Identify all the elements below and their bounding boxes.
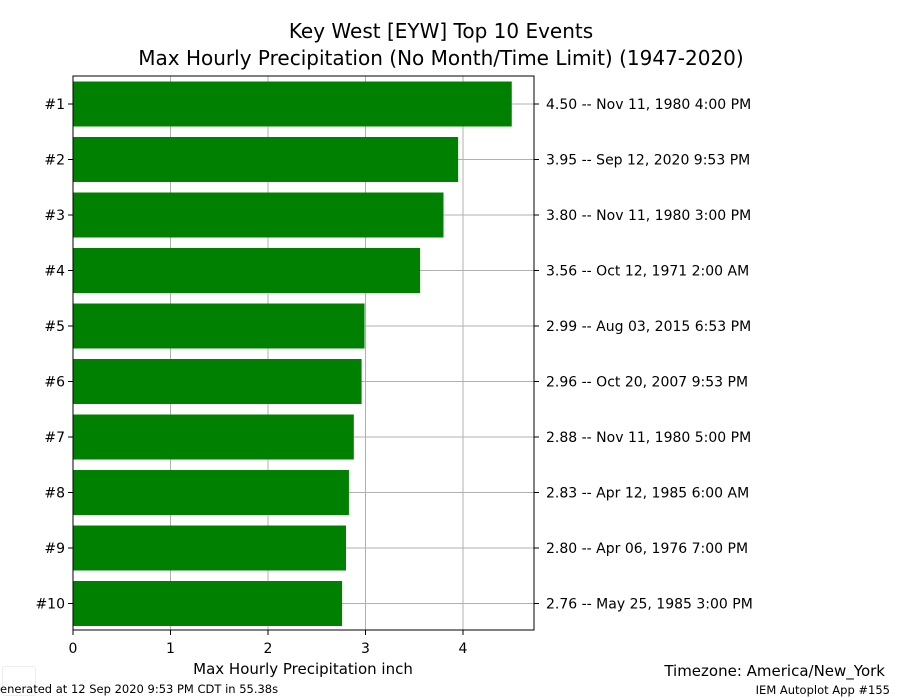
event-annotation: 2.76 -- May 25, 1985 3:00 PM [546,597,753,613]
y-tick-label: #10 [35,597,65,613]
bar [73,81,512,127]
x-tick-label: 0 [69,641,78,657]
bar [73,581,343,626]
ticks [68,103,539,635]
bar [73,303,365,349]
bar [73,192,444,238]
event-annotation: 3.56 -- Oct 12, 1971 2:00 AM [546,264,749,280]
y-tick-label: #8 [44,486,65,502]
y-tick-label: #2 [44,153,65,169]
y-tick-label: #6 [44,375,65,391]
y-tick-label: #4 [44,264,65,280]
event-annotation: 2.80 -- Apr 06, 1976 7:00 PM [546,541,748,557]
bar [73,414,354,460]
x-tick-label: 2 [264,641,273,657]
x-tick-label: 3 [361,641,370,657]
bar [73,470,349,515]
event-annotation: 4.50 -- Nov 11, 1980 4:00 PM [546,97,751,113]
event-annotation: 3.80 -- Nov 11, 1980 3:00 PM [546,208,751,224]
chart-subtitle: Max Hourly Precipitation (No Month/Time … [138,46,743,70]
generated-footer: enerated at 12 Sep 2020 9:53 PM CDT in 5… [0,682,279,696]
y-tick-label: #1 [44,97,65,113]
bar [73,525,346,571]
chart-title: Key West [EYW] Top 10 Events [289,19,593,43]
iem-logo-watermark [2,666,36,696]
plot-frame [72,75,535,631]
app-label: IEM Autoplot App #155 [755,683,890,697]
x-tick-label: 1 [166,641,175,657]
bars [73,81,512,626]
bar [73,248,421,293]
bar [73,359,362,404]
labels: 0 1 2 3 4 #1 4.50 -- Nov 11, 1980 4:00 PM #2 3.9… [35,97,752,657]
event-annotation: 2.99 -- Aug 03, 2015 6:53 PM [546,319,751,335]
y-tick-label: #3 [44,208,65,224]
x-tick-label: 4 [459,641,468,657]
x-axis-title: Max Hourly Precipitation inch [193,660,413,678]
event-annotation: 2.83 -- Apr 12, 1985 6:00 AM [546,486,749,502]
timezone-label: Timezone: America/New_York [664,662,885,680]
y-tick-label: #7 [44,430,65,446]
event-annotation: 2.96 -- Oct 20, 2007 9:53 PM [546,375,748,391]
event-annotation: 2.88 -- Nov 11, 1980 5:00 PM [546,430,751,446]
y-tick-label: #9 [44,541,65,557]
event-annotation: 3.95 -- Sep 12, 2020 9:53 PM [546,153,750,169]
bar [73,137,459,182]
y-tick-label: #5 [44,319,65,335]
